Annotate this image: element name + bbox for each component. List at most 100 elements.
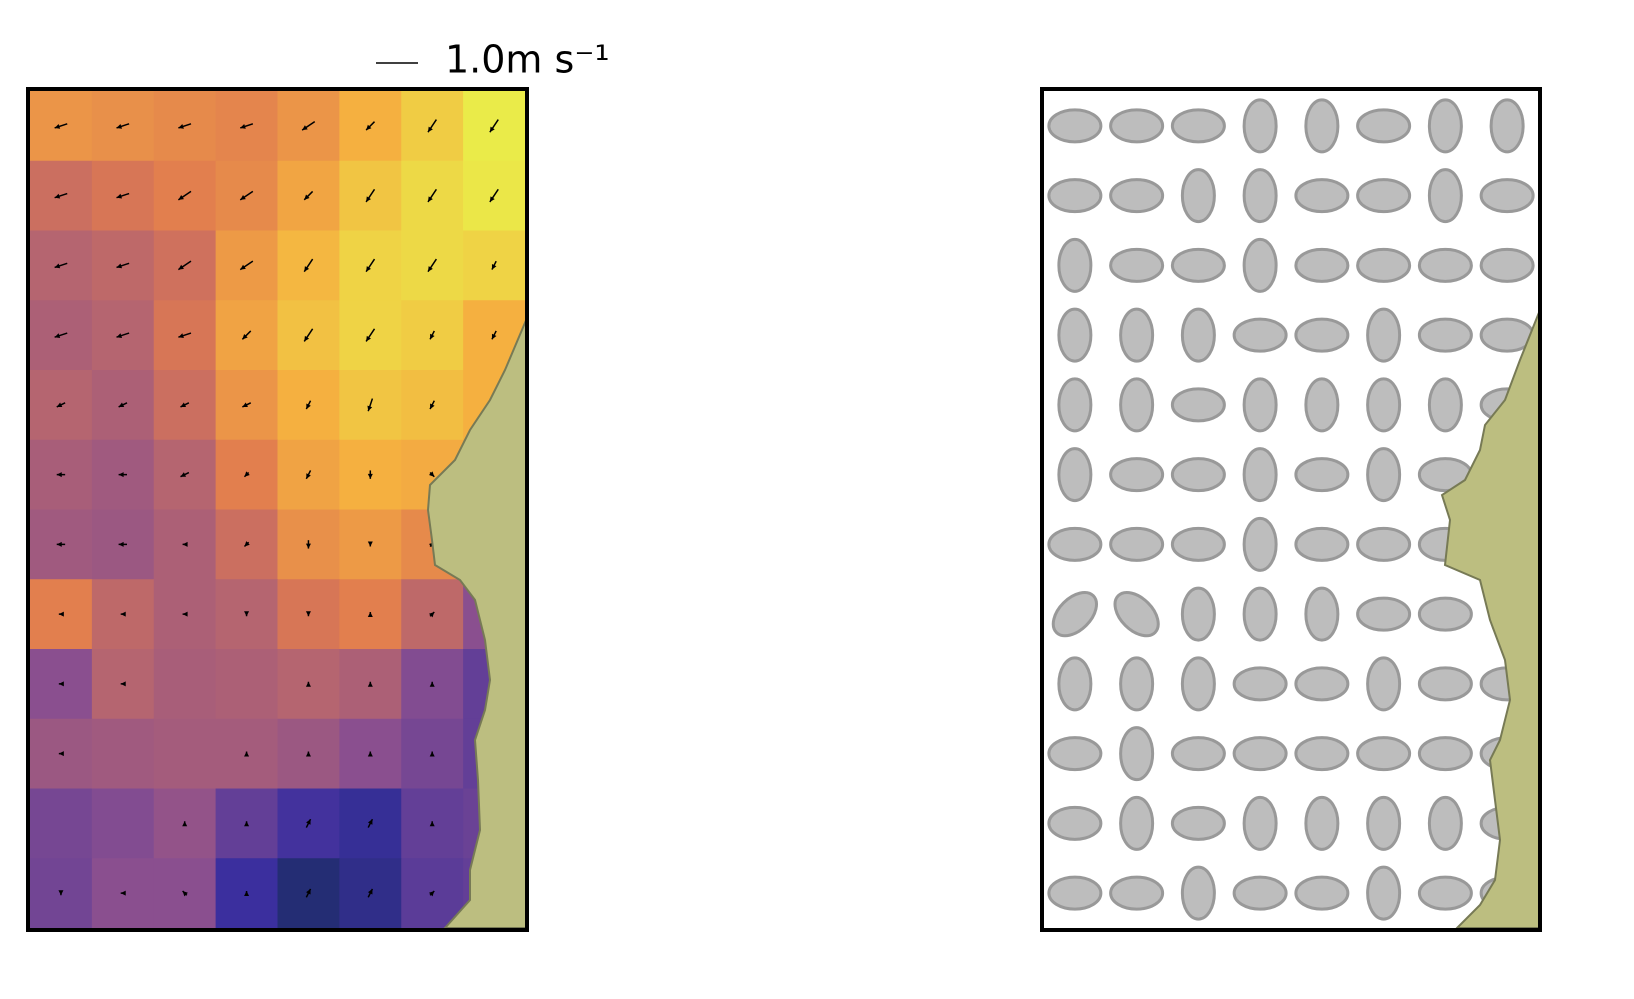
velocity-arrow xyxy=(367,398,374,412)
velocity-arrow xyxy=(182,541,188,547)
velocity-arrow xyxy=(120,611,126,617)
arrow-head xyxy=(182,541,188,547)
arrow-head xyxy=(244,821,250,827)
velocity-arrow xyxy=(58,611,64,617)
ellipse xyxy=(1294,526,1350,562)
arrow-head xyxy=(429,751,435,757)
velocity-arrow xyxy=(305,751,311,757)
velocity-arrow xyxy=(182,821,188,827)
heat-cell xyxy=(153,718,217,789)
velocity-arrow xyxy=(180,471,190,478)
ellipse xyxy=(1057,656,1093,712)
ellipse xyxy=(1417,666,1473,702)
quiver-key-label: 1.0m s⁻¹ xyxy=(445,38,610,82)
ellipse xyxy=(1417,875,1473,911)
arrow-head xyxy=(178,194,184,200)
ellipse xyxy=(1232,736,1288,772)
arrow-head xyxy=(240,194,246,200)
arrow-head xyxy=(116,333,123,339)
ellipse xyxy=(1427,795,1463,851)
ellipse xyxy=(1242,795,1278,851)
ellipse xyxy=(1119,795,1155,851)
arrow-head xyxy=(367,612,373,618)
arrow-head xyxy=(366,196,371,202)
land xyxy=(1440,309,1541,929)
arrow-head xyxy=(178,124,184,129)
left-frame xyxy=(26,87,529,932)
velocity-arrow xyxy=(182,611,188,617)
velocity-arrow xyxy=(305,400,312,410)
ellipse xyxy=(1170,457,1226,493)
ellipse xyxy=(1366,656,1402,712)
velocity-arrow xyxy=(118,541,128,547)
arrow-head xyxy=(367,473,373,479)
arrow-head xyxy=(244,541,250,547)
arrow-head xyxy=(427,196,433,202)
ellipse xyxy=(1047,805,1103,841)
velocity-arrow xyxy=(54,192,68,199)
arrow-head xyxy=(366,335,371,342)
velocity-arrow xyxy=(305,681,311,687)
velocity-arrow xyxy=(429,821,435,827)
arrow-head xyxy=(430,403,435,410)
ellipse xyxy=(1180,586,1216,642)
arrow-head xyxy=(489,126,495,133)
arrow-head xyxy=(367,819,373,825)
arrow-head xyxy=(178,264,184,270)
velocity-arrow xyxy=(365,258,376,273)
land xyxy=(426,317,528,929)
velocity-arrow xyxy=(116,262,130,269)
arrow-head xyxy=(178,333,184,339)
velocity-arrow xyxy=(365,188,376,203)
velocity-arrow xyxy=(244,611,250,617)
arrow-head xyxy=(56,402,63,407)
velocity-arrow xyxy=(58,890,64,896)
arrow-head xyxy=(180,402,187,407)
velocity-arrow xyxy=(54,262,68,269)
ellipse xyxy=(1479,178,1535,214)
ellipse xyxy=(1294,457,1350,493)
arrow-head xyxy=(58,681,64,687)
velocity-arrow xyxy=(54,332,68,339)
velocity-arrow xyxy=(303,328,314,342)
velocity-arrow xyxy=(58,681,64,687)
ellipse xyxy=(1242,377,1278,433)
ellipse xyxy=(1489,98,1525,154)
velocity-arrow xyxy=(239,260,254,271)
arrow-head xyxy=(305,681,311,687)
ellipse xyxy=(1356,178,1412,214)
arrow-head xyxy=(427,266,433,272)
arrow-head xyxy=(116,193,123,199)
ellipse xyxy=(1294,736,1350,772)
ellipse xyxy=(1242,168,1278,224)
velocity-arrow xyxy=(54,123,68,129)
ellipse xyxy=(1180,656,1216,712)
velocity-arrow xyxy=(177,190,192,201)
ellipse xyxy=(1170,247,1226,283)
heat-cell xyxy=(153,649,217,720)
arrow-head xyxy=(240,264,246,270)
ellipse xyxy=(1242,516,1278,572)
arrow-head xyxy=(58,890,64,896)
ellipse xyxy=(1304,98,1340,154)
ellipse xyxy=(1047,875,1103,911)
ellipse xyxy=(1170,805,1226,841)
ellipse xyxy=(1304,795,1340,851)
ellipse xyxy=(1119,656,1155,712)
ellipse xyxy=(1366,865,1402,921)
ellipse xyxy=(1356,108,1412,144)
velocity-arrow xyxy=(243,541,250,548)
velocity-arrow xyxy=(56,472,66,478)
arrow-head xyxy=(367,888,373,895)
ellipse xyxy=(1119,726,1155,782)
velocity-arrow xyxy=(241,330,252,340)
arrow-head xyxy=(306,473,311,479)
arrow-head xyxy=(304,194,310,200)
heat-cell xyxy=(91,788,155,859)
ellipse xyxy=(1180,168,1216,224)
arrow-head xyxy=(54,333,61,339)
ellipse xyxy=(1294,178,1350,214)
arrow-head xyxy=(182,821,188,827)
ellipse xyxy=(1242,586,1278,642)
